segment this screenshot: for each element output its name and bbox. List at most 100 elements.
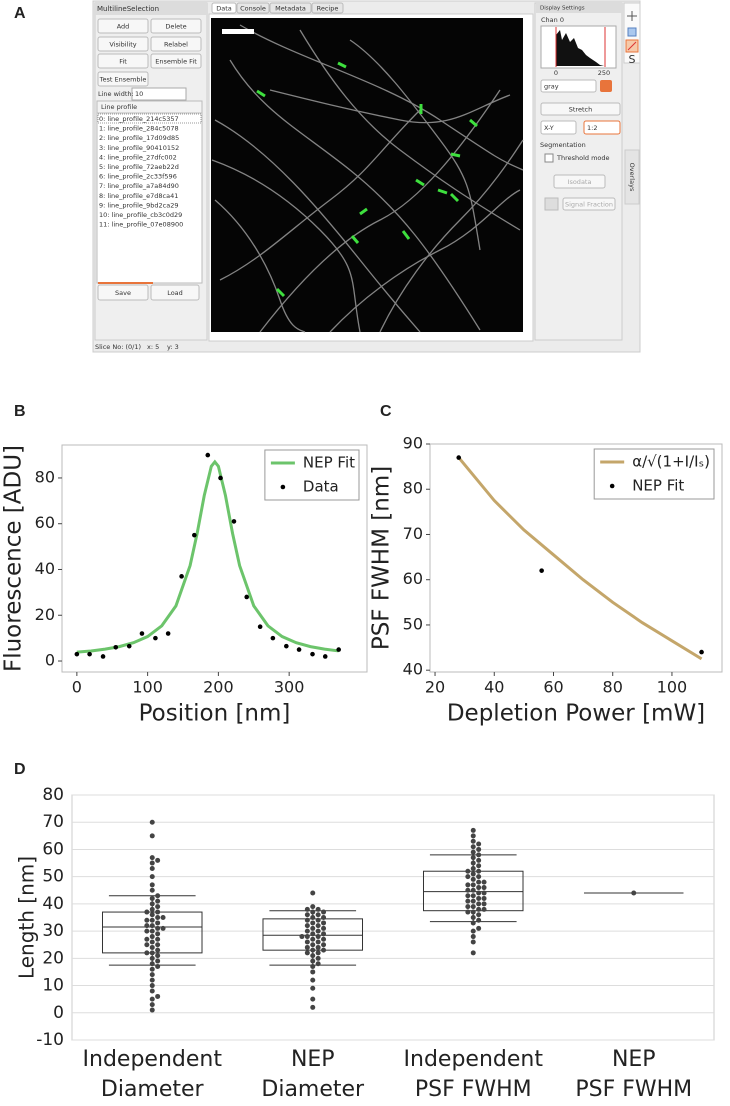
dropdown[interactable] [540,79,597,93]
y-tick-label: 80 [42,785,64,805]
overlays-tab[interactable] [624,149,640,205]
button-label: Signal Fraction [565,201,613,209]
tab[interactable] [269,2,312,14]
data-point [699,649,704,655]
swarm-point [476,857,482,863]
dropdown[interactable] [583,120,621,135]
button[interactable] [540,102,621,116]
button[interactable] [553,174,606,189]
x-tick-label: 300 [274,678,305,697]
button-label: Metadata [275,5,306,13]
y-tick-label: 0 [53,1003,64,1023]
tool-s[interactable]: S [629,53,636,66]
swarm-point [481,895,487,901]
swarm-point [470,939,476,945]
data-point [139,631,145,636]
filament [211,159,361,333]
swarm-point [470,882,476,888]
data-point [336,647,341,652]
swarm-point [481,890,487,896]
x-tick-label: Diameter [101,1077,205,1102]
signal-checkbox[interactable] [544,197,559,211]
button-label: Relabel [164,41,188,49]
swarm-point [149,874,155,880]
swarm-point [310,947,316,953]
swarm-point [476,863,482,869]
swarm-point [470,827,476,833]
legend-swatch [609,483,615,489]
button[interactable] [97,18,149,34]
list-item: 0: line_profile_214c5357 [99,115,179,123]
colormap-toggle[interactable] [600,80,612,92]
button[interactable] [97,284,149,301]
overlays-label: Overlays [628,163,636,192]
settings-title: Display Settings [540,6,585,12]
button-label: Test Ensemble [99,76,147,84]
button-label: Ensemble Fit [155,58,197,66]
tool-pointer[interactable] [627,11,637,21]
swarm-point [149,977,155,983]
swarm-point [304,923,310,929]
profile-line [401,230,411,240]
button[interactable] [150,36,202,52]
button[interactable] [150,53,202,69]
button-label: Save [115,289,131,297]
swarm-point [465,898,471,904]
data-point [231,519,237,524]
swarm-point [310,890,316,896]
swarm-point [470,893,476,899]
x-tick-label: 200 [203,678,234,697]
legend: α/√(1+I/Iₛ) NEP Fit [593,448,715,500]
swarm-point [315,939,321,945]
swarm-point [476,874,482,880]
data-point [218,475,223,481]
dropdown[interactable] [540,120,577,135]
swarm-point [310,925,316,931]
swarm-point [321,947,327,953]
line-profiles [256,61,478,298]
swarm-point [321,920,327,926]
channel: Chan 0 [541,16,564,24]
tab[interactable] [211,2,237,14]
button[interactable] [97,71,149,87]
swarm-point [155,909,161,915]
button[interactable] [97,36,149,52]
button[interactable] [150,284,200,301]
profile-line [449,192,460,203]
swarm-point [481,879,487,885]
fit-line [76,459,339,654]
tool-rect[interactable] [627,27,637,37]
swarm-point [155,936,161,942]
button[interactable] [150,18,202,34]
button-label: Stretch [569,106,592,114]
microscopy-image [211,18,523,332]
swarm-point [470,915,476,920]
threshold-checkbox[interactable] [544,153,554,163]
legend-label: NEP Fit [303,454,355,472]
tab[interactable] [311,2,344,14]
tab[interactable] [236,2,270,14]
swarm-point [149,855,155,861]
data-point [322,654,328,659]
button[interactable] [97,53,149,69]
swarm-point [465,887,471,893]
data-point [153,635,158,641]
button[interactable] [562,197,616,211]
swarm-point [310,953,316,959]
button-label: Visibility [109,41,136,49]
swarm-point [149,1002,155,1008]
swarm-point [315,917,321,923]
swarm-point [304,934,310,940]
swarm-point [470,876,476,882]
line-width-input[interactable] [131,87,187,101]
y-axis-label: Fluorescence [ADU] [1,445,27,672]
legend-frame [264,449,360,501]
list-item: 9: line_profile_9bd2ca29 [99,201,179,209]
plot-frame [71,794,715,1041]
swarm-point [310,909,316,915]
swarm-point [155,947,161,953]
swarm-point [304,939,310,945]
swarm-point [144,942,150,948]
swarm-point [470,928,476,934]
y-tick-label: 20 [35,605,55,624]
